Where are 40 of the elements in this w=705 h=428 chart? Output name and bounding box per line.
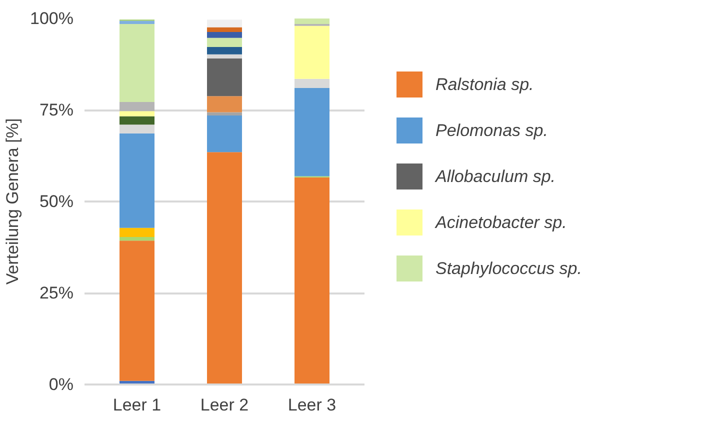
- bar: [120, 116, 154, 125]
- bar: [294, 78, 330, 88]
- bar: [207, 58, 242, 96]
- bar: [207, 112, 242, 116]
- x-tick-label: Leer 2: [200, 396, 249, 414]
- bar: [120, 124, 154, 134]
- bar: [207, 54, 242, 58]
- bar: [207, 47, 242, 54]
- bar: [294, 177, 330, 384]
- legend-label: Ralstonia sp.: [436, 75, 534, 94]
- bar: [207, 152, 242, 384]
- bar: [294, 26, 330, 79]
- legend-label: Pelomonas sp.: [436, 121, 548, 140]
- legend-label: Allobaculum sp.: [434, 167, 556, 186]
- bar: [294, 88, 330, 176]
- bar: [120, 228, 154, 237]
- bar: [120, 102, 154, 112]
- y-tick-label: 25%: [39, 284, 74, 302]
- bar: [120, 240, 154, 381]
- legend-label: Acinetobacter sp.: [434, 213, 567, 232]
- bar: [120, 111, 154, 116]
- y-tick-label: 0%: [48, 375, 74, 394]
- y-tick-label: 50%: [39, 192, 74, 211]
- bar: [207, 115, 242, 152]
- bar: [120, 20, 154, 24]
- x-tick-label: Leer 3: [288, 396, 336, 414]
- bar: [120, 24, 154, 102]
- y-axis-title: Verteilung Genera [%]: [3, 118, 22, 285]
- y-tick-label: 100%: [30, 9, 74, 28]
- bar: [207, 38, 242, 48]
- y-tick-label: 75%: [39, 100, 74, 120]
- bar: [120, 237, 154, 241]
- legend-label: Staphylococcus sp.: [436, 259, 582, 278]
- bar: [207, 32, 242, 38]
- bar: [120, 133, 154, 228]
- x-tick-label: Leer 1: [112, 396, 162, 414]
- bar: [207, 20, 242, 28]
- bar: [207, 27, 242, 32]
- bar: [207, 96, 242, 112]
- bar: [294, 18, 330, 24]
